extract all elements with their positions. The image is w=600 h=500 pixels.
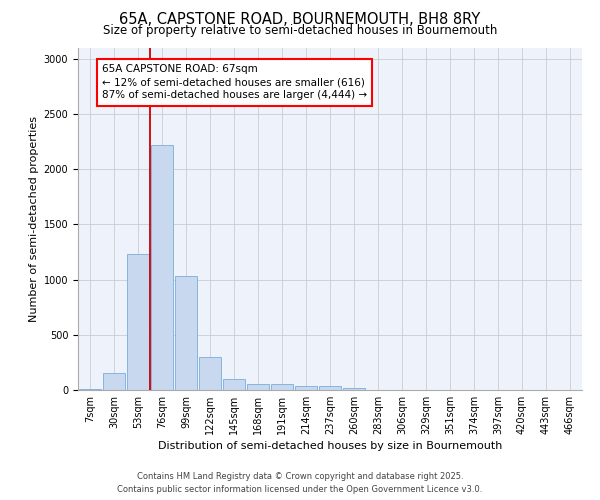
Bar [223, 379, 245, 390]
Bar [103, 374, 125, 390]
Text: Contains HM Land Registry data © Crown copyright and database right 2025.
Contai: Contains HM Land Registry data © Crown c… [118, 472, 482, 494]
Text: 65A CAPSTONE ROAD: 67sqm
← 12% of semi-detached houses are smaller (616)
87% of : 65A CAPSTONE ROAD: 67sqm ← 12% of semi-d… [102, 64, 367, 100]
Bar [319, 386, 341, 390]
X-axis label: Distribution of semi-detached houses by size in Bournemouth: Distribution of semi-detached houses by … [158, 441, 502, 451]
Bar [175, 276, 197, 390]
Bar [295, 386, 317, 390]
Bar [271, 384, 293, 390]
Y-axis label: Number of semi-detached properties: Number of semi-detached properties [29, 116, 40, 322]
Bar [247, 384, 269, 390]
Bar [343, 388, 365, 390]
Text: Size of property relative to semi-detached houses in Bournemouth: Size of property relative to semi-detach… [103, 24, 497, 37]
Bar [151, 144, 173, 390]
Text: 65A, CAPSTONE ROAD, BOURNEMOUTH, BH8 8RY: 65A, CAPSTONE ROAD, BOURNEMOUTH, BH8 8RY [119, 12, 481, 28]
Bar [127, 254, 149, 390]
Bar [199, 358, 221, 390]
